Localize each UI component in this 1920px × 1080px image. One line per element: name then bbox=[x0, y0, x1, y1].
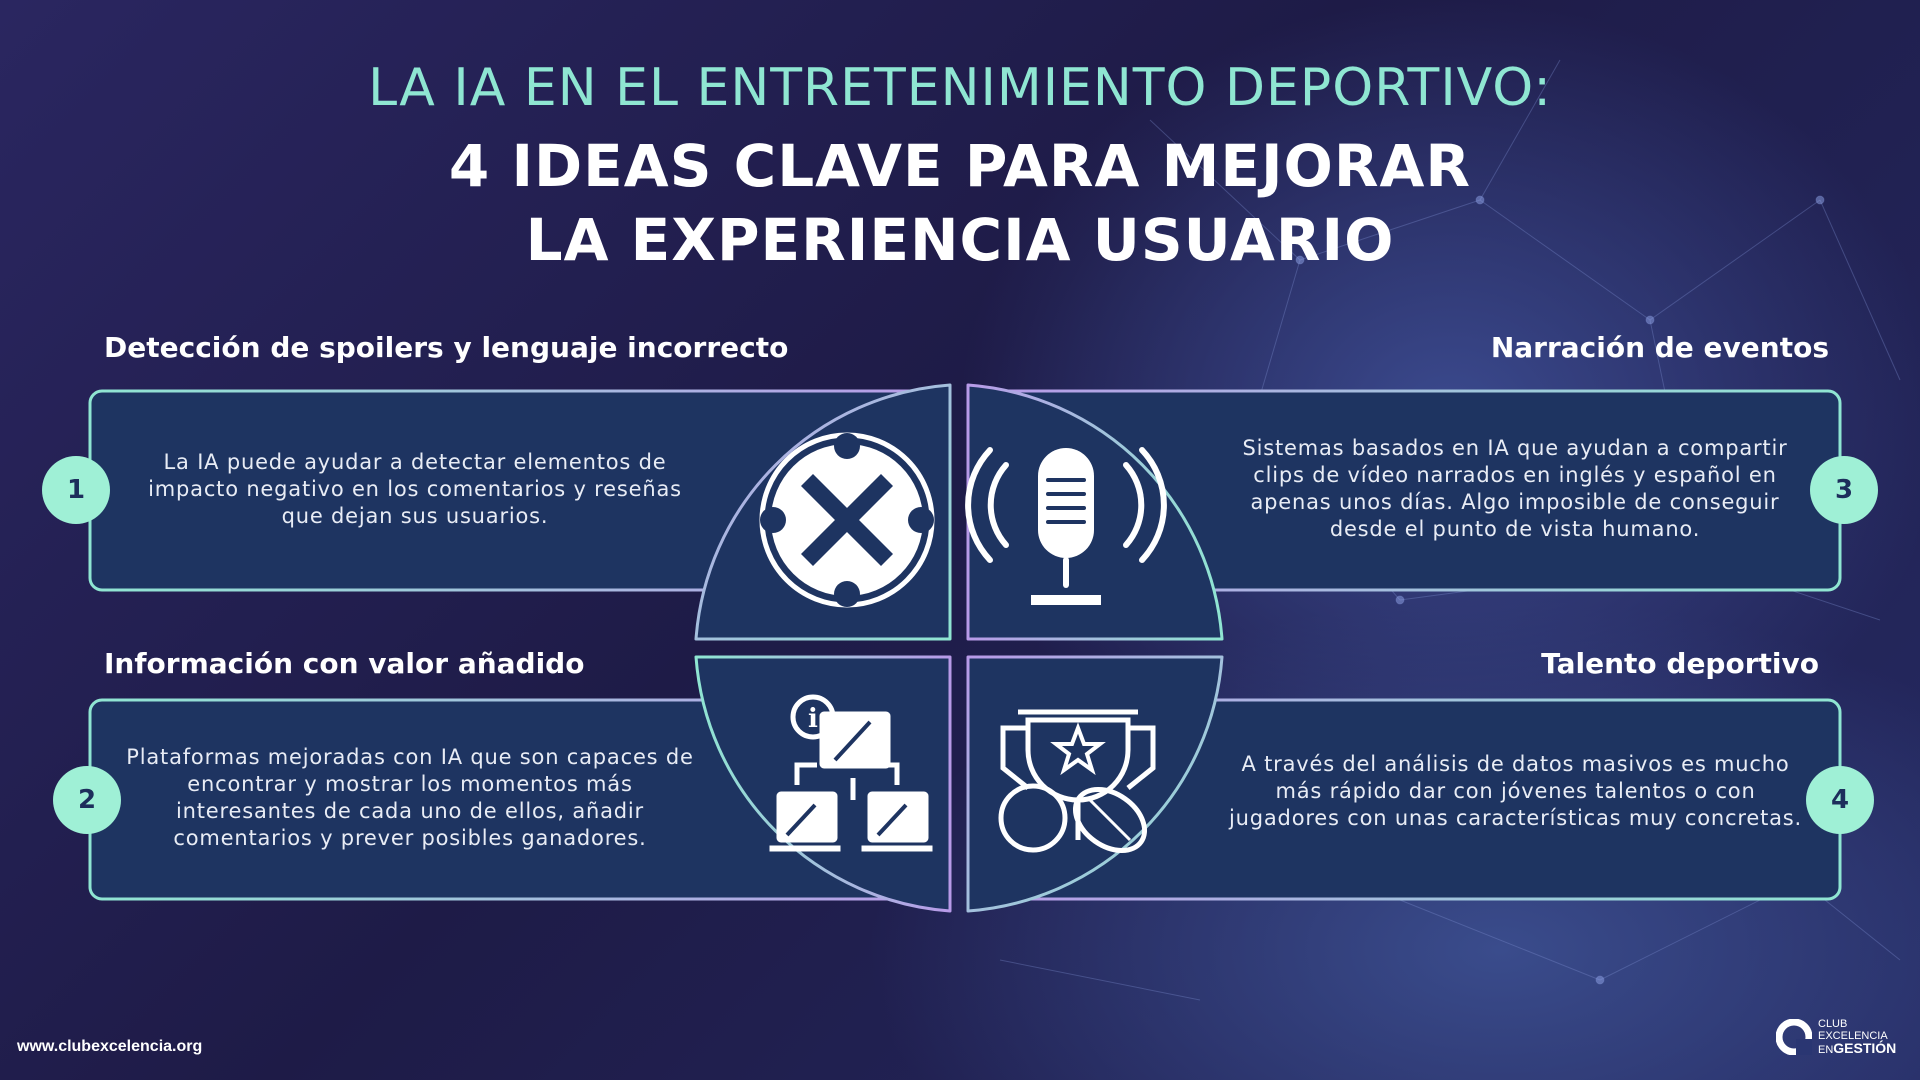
svg-text:i: i bbox=[808, 704, 818, 734]
title-line-2: 4 IDEAS CLAVE PARA MEJORAR bbox=[448, 132, 1472, 200]
network-monitors-info-icon: i bbox=[769, 694, 933, 852]
quadrant-3 bbox=[966, 383, 1224, 641]
idea-3-number-badge: 3 bbox=[1810, 456, 1878, 524]
title-line-3: LA EXPERIENCIA USUARIO bbox=[525, 206, 1395, 274]
idea-3-text: Sistemas basados en IA que ayudan a comp… bbox=[1242, 436, 1788, 541]
idea-2-number-badge: 2 bbox=[53, 766, 121, 834]
logo-line-3a: EN bbox=[1818, 1044, 1834, 1056]
cancel-x-circle-icon bbox=[759, 432, 935, 608]
idea-4-heading: Talento deportivo bbox=[1541, 647, 1819, 680]
logo-mark-icon bbox=[1776, 1019, 1812, 1055]
idea-2-text: Plataformas mejoradas con IA que son cap… bbox=[126, 745, 694, 850]
title-line-1: LA IA EN EL ENTRETENIMIENTO DEPORTIVO: bbox=[368, 58, 1552, 118]
logo-line-1: CLUB bbox=[1818, 1018, 1848, 1030]
footer-url[interactable]: www.clubexcelencia.org bbox=[17, 1038, 203, 1055]
trophy-balls-icon bbox=[998, 709, 1156, 853]
club-excelencia-logo: CLUB EXCELENCIA ENGESTIÓN bbox=[1776, 1018, 1896, 1056]
logo-line-3b: GESTIÓN bbox=[1833, 1040, 1897, 1056]
idea-4-number-badge: 4 bbox=[1806, 766, 1874, 834]
idea-2-heading: Información con valor añadido bbox=[104, 647, 585, 680]
idea-4-text: A través del análisis de datos masivos e… bbox=[1229, 752, 1802, 830]
logo-line-2: EXCELENCIA bbox=[1818, 1030, 1888, 1042]
idea-1-text: La IA puede ayudar a detectar elementos … bbox=[148, 450, 682, 528]
idea-1-number-badge: 1 bbox=[42, 456, 110, 524]
idea-1-heading: Detección de spoilers y lenguaje incorre… bbox=[104, 331, 789, 364]
idea-3-heading: Narración de eventos bbox=[1490, 331, 1829, 364]
podcast-microphone-icon bbox=[965, 447, 1167, 605]
